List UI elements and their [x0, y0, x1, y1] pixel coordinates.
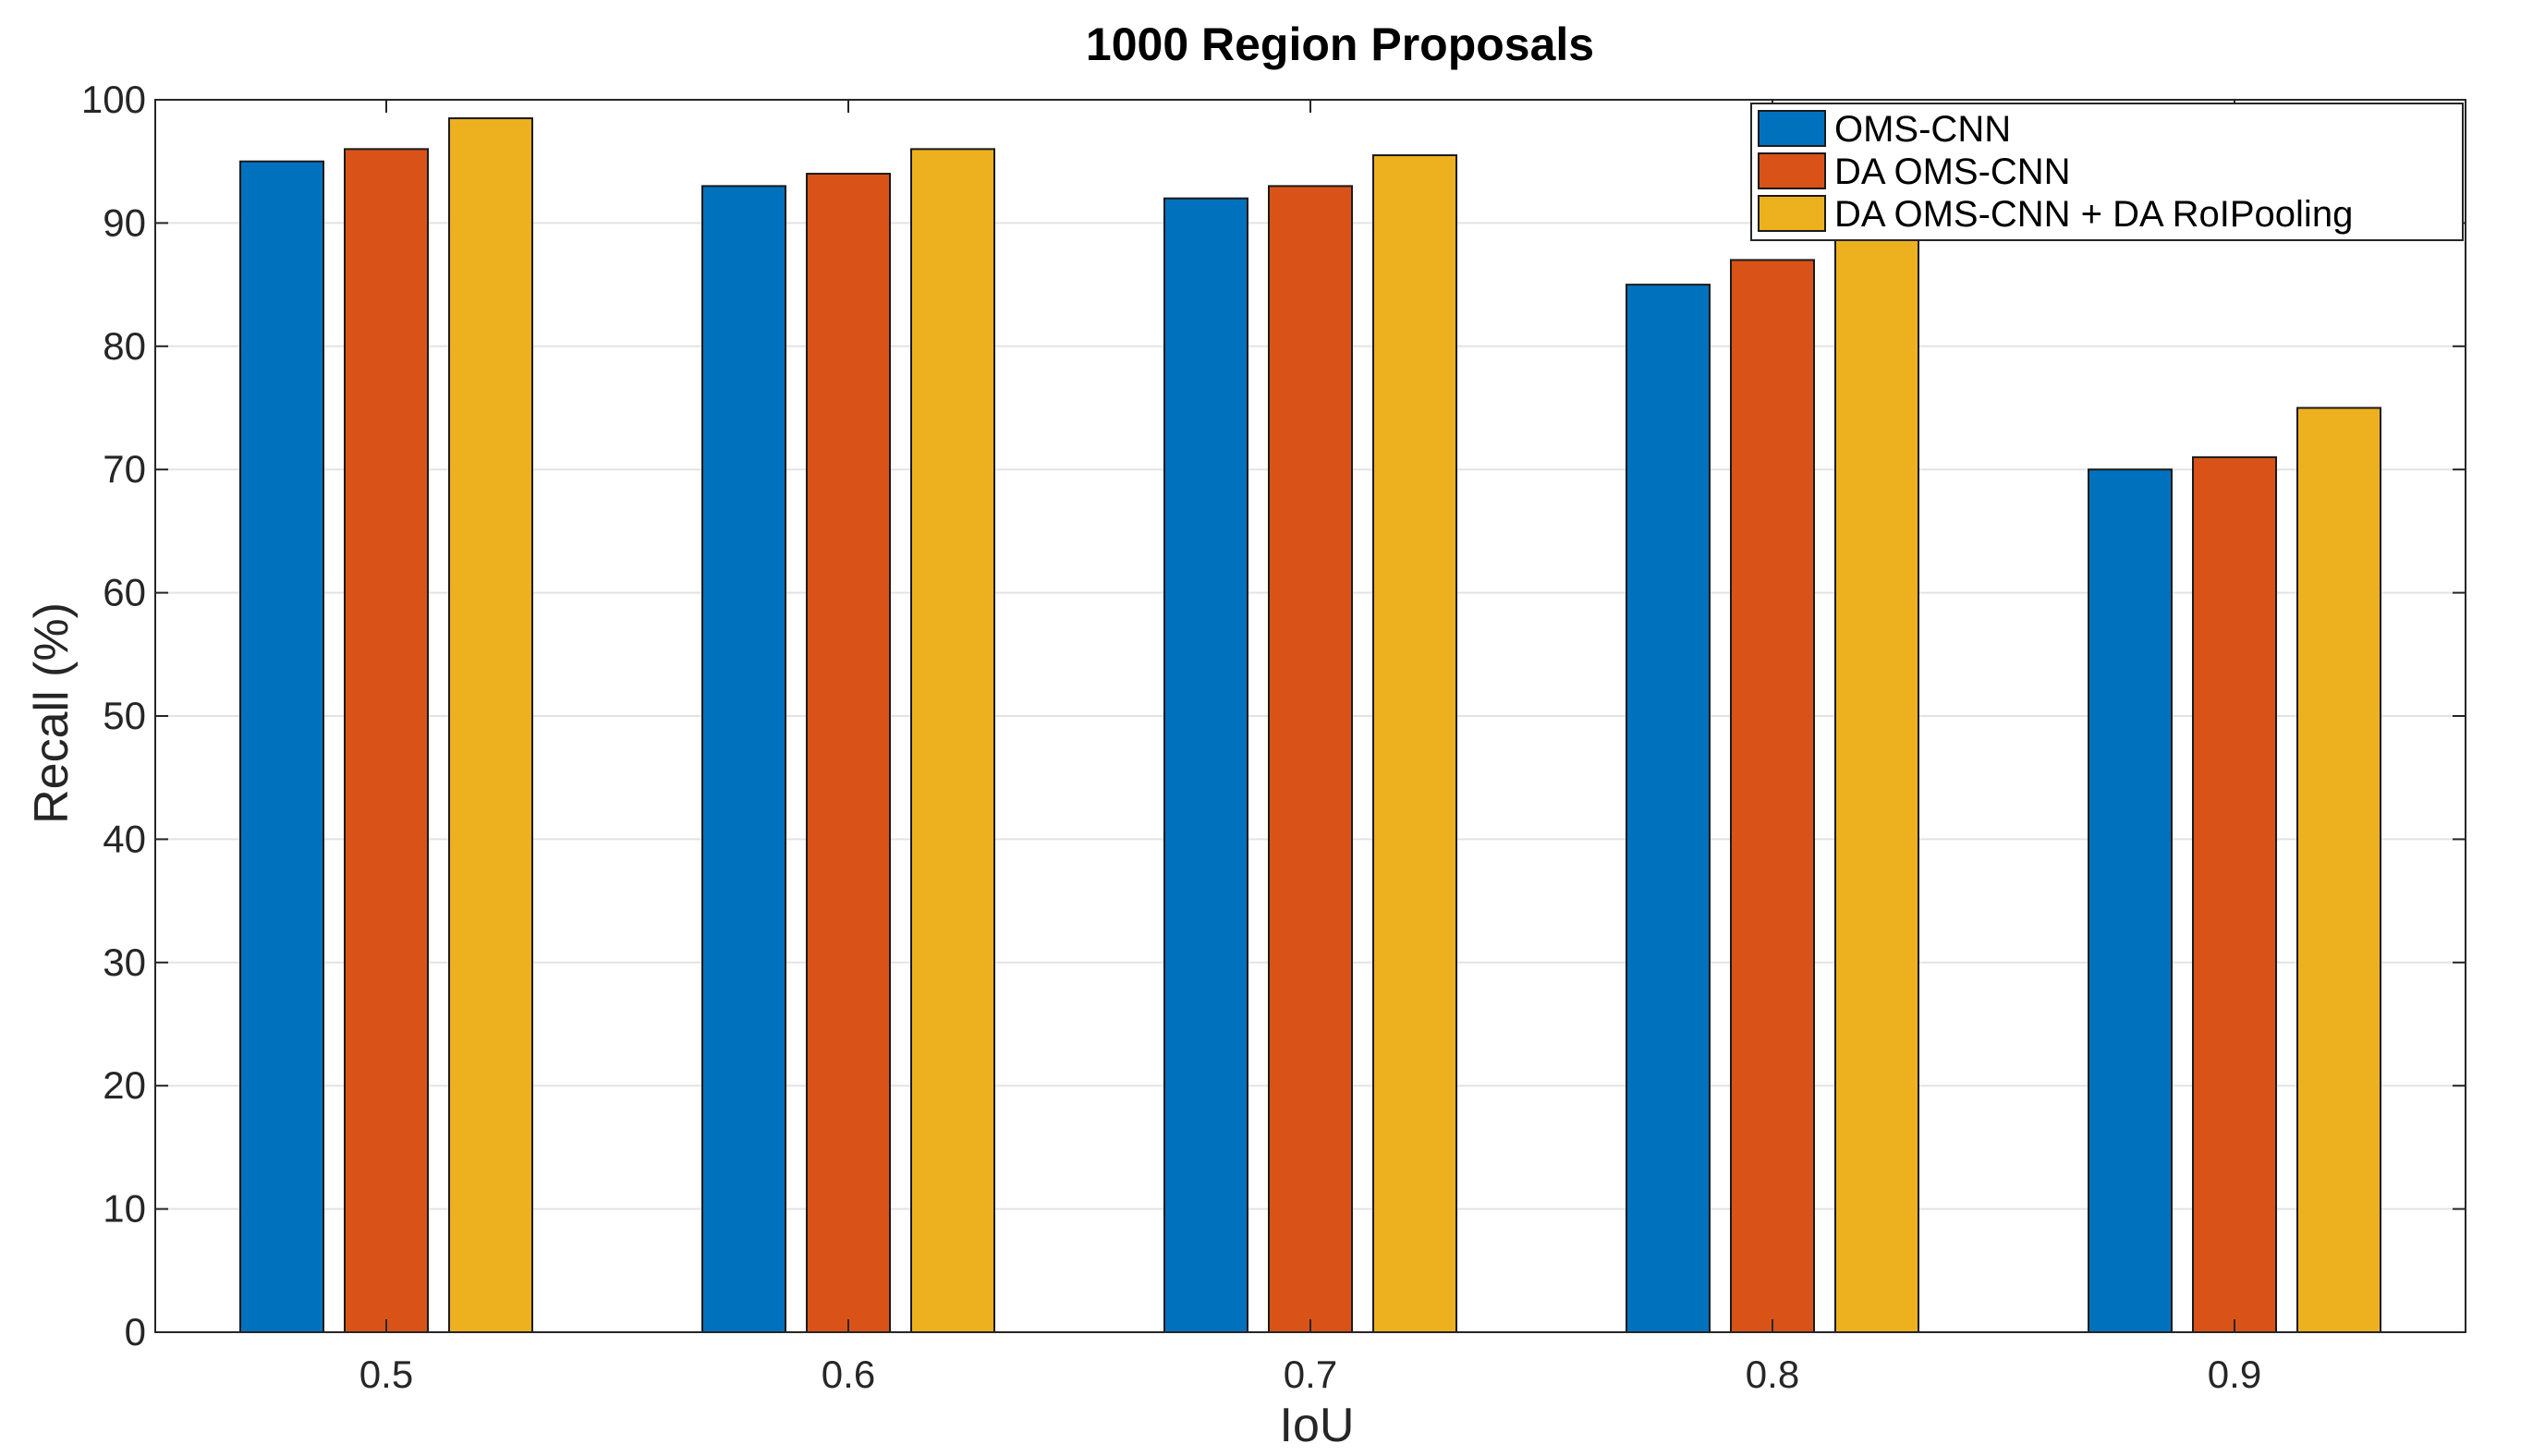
bar-oms-cnn-0.7 [1163, 197, 1248, 1334]
legend-box [1750, 103, 2464, 241]
legend-swatch-oms-cnn [1758, 110, 1826, 147]
bar-da-oms-cnn-0.6 [806, 173, 891, 1333]
x-axis-ticks: 0.5 0.6 0.7 0.8 0.9 [359, 100, 2261, 1396]
bars-group [239, 117, 2381, 1334]
x-tick-label-0.9: 0.9 [2208, 1353, 2261, 1396]
bar-da-oms-cnn-0.9 [2192, 455, 2277, 1333]
bar-da-oms-cnn-da-roipooling-0.7 [1372, 154, 1457, 1333]
bar-da-oms-cnn-0.7 [1268, 185, 1353, 1333]
bar-oms-cnn-0.8 [1626, 284, 1711, 1334]
y-tick-label-0: 0 [125, 1310, 146, 1353]
y-tick-label-80: 80 [103, 324, 146, 368]
legend-swatch-da-oms-cnn [1758, 152, 1826, 189]
y-axis-label: Recall (%) [25, 602, 79, 824]
bar-oms-cnn-0.6 [701, 185, 786, 1333]
y-tick-label-60: 60 [103, 571, 146, 614]
bar-da-oms-cnn-da-roipooling-0.5 [448, 117, 533, 1333]
x-tick-label-0.8: 0.8 [1746, 1353, 1799, 1396]
x-tick-label-0.6: 0.6 [822, 1353, 875, 1396]
y-tick-label-30: 30 [103, 940, 146, 984]
bar-oms-cnn-0.9 [2088, 468, 2173, 1333]
x-tick-label-0.7: 0.7 [1284, 1353, 1337, 1396]
x-axis-label: IoU [1280, 1399, 1355, 1452]
bar-da-oms-cnn-da-roipooling-0.9 [2296, 406, 2381, 1333]
bar-da-oms-cnn-da-roipooling-0.8 [1834, 234, 1919, 1334]
y-tick-label-40: 40 [103, 817, 146, 860]
legend-swatch-da-oms-cnn-da-roipooling [1758, 195, 1826, 232]
legend-label-da-oms-cnn-da-roipooling: DA OMS-CNN + DA RoIPooling [1834, 194, 2353, 235]
y-tick-label-50: 50 [103, 694, 146, 737]
y-tick-label-10: 10 [103, 1187, 146, 1231]
y-tick-label-100: 100 [81, 78, 146, 121]
y-axis-ticks: 0 10 20 30 40 50 60 70 80 90 100 [81, 78, 2466, 1353]
bar-oms-cnn-0.5 [239, 160, 324, 1334]
y-tick-label-20: 20 [103, 1063, 146, 1107]
bar-da-oms-cnn-0.5 [344, 148, 429, 1334]
y-tick-label-70: 70 [103, 447, 146, 491]
bar-da-oms-cnn-da-roipooling-0.6 [910, 148, 995, 1334]
y-tick-label-90: 90 [103, 200, 146, 244]
x-tick-label-0.5: 0.5 [359, 1353, 413, 1396]
bar-da-oms-cnn-0.8 [1730, 259, 1815, 1333]
legend-label-da-oms-cnn: DA OMS-CNN [1834, 152, 2071, 192]
legend-label-oms-cnn: OMS-CNN [1834, 109, 2011, 150]
chart-title: 1000 Region Proposals [1086, 18, 1594, 70]
